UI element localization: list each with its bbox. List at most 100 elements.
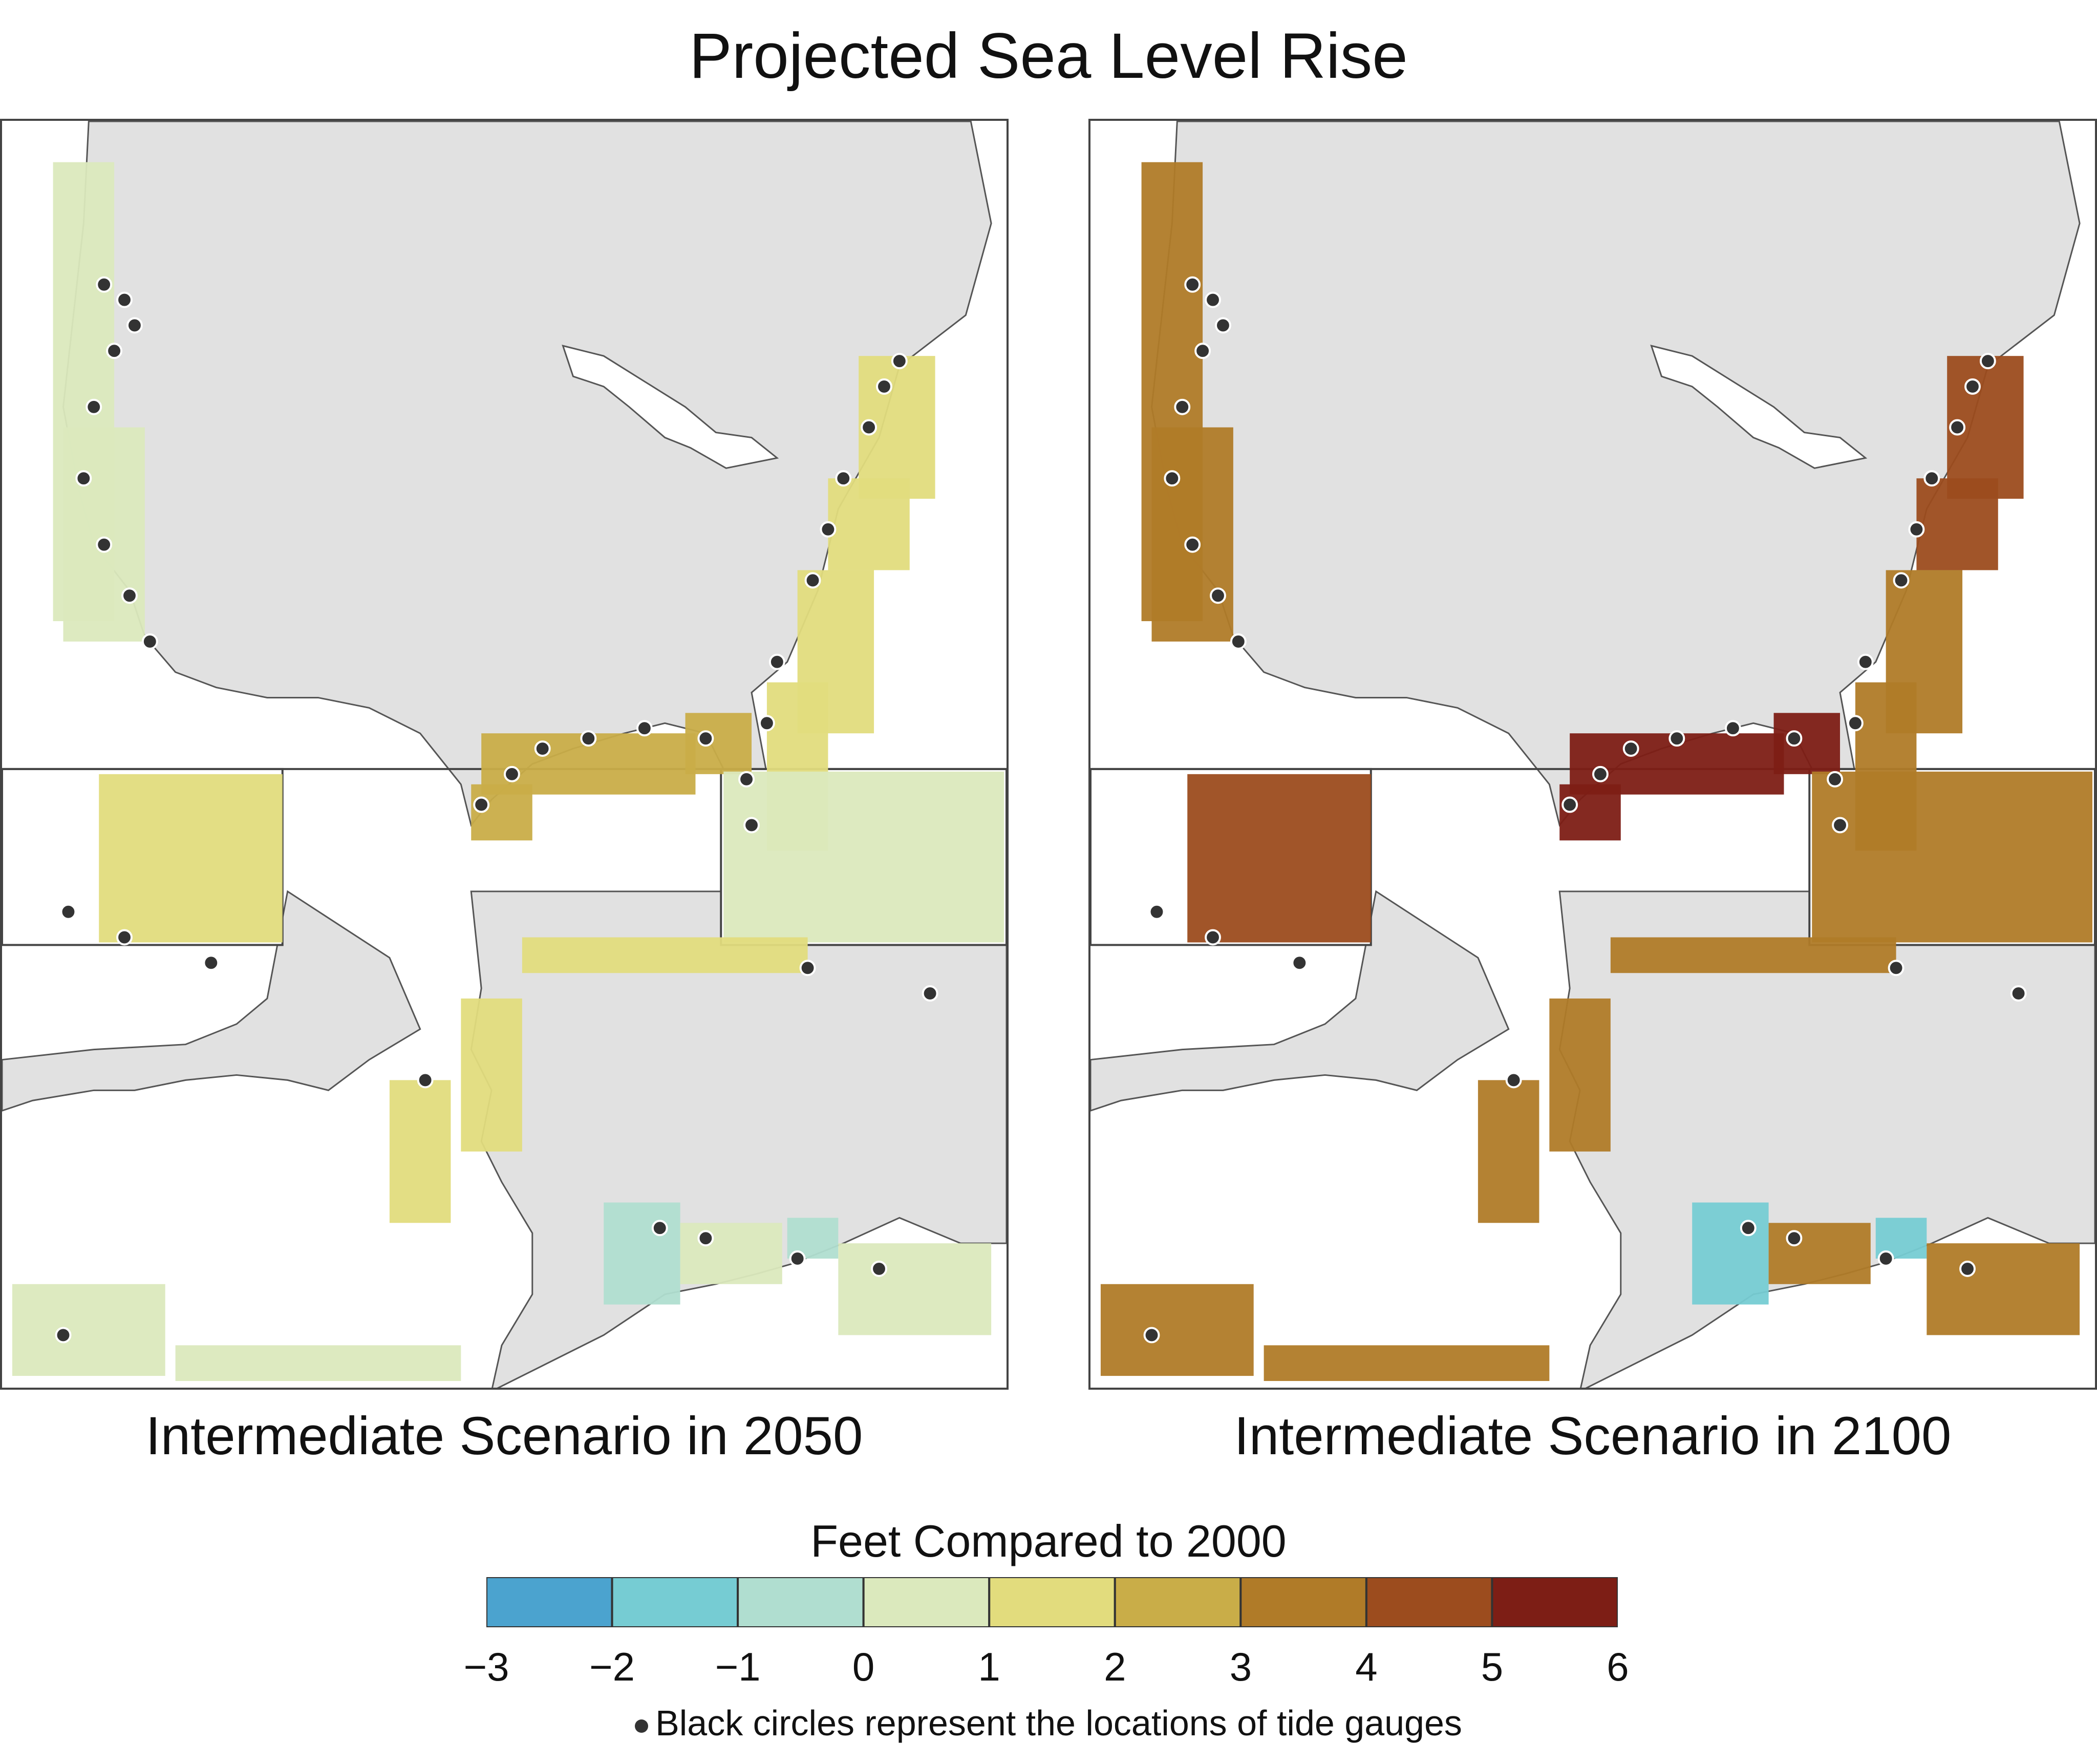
tide-gauge-marker <box>636 720 653 737</box>
sea-level-cell-aleutians <box>1768 1223 1871 1284</box>
tide-gauge-marker <box>473 796 490 813</box>
sea-level-cell-alaska-north <box>1610 937 1896 973</box>
tide-gauge-marker <box>1888 960 1905 976</box>
legend-swatches <box>485 1576 1619 1628</box>
tide-gauge-marker <box>60 903 77 920</box>
tide-gauge-marker <box>804 572 821 589</box>
legend-tick: −2 <box>589 1644 635 1689</box>
map-2050 <box>2 121 1007 1388</box>
tide-gauge-marker <box>789 1250 806 1267</box>
tide-gauge-marker <box>121 587 138 604</box>
legend-ticks: −3 −2 −1 0 1 2 3 4 5 6 <box>464 1641 1629 1692</box>
tide-gauge-marker <box>1148 903 1165 920</box>
tide-gauge-marker <box>417 1072 434 1089</box>
legend-swatch <box>1114 1576 1242 1628</box>
tide-gauge-marker <box>85 398 102 415</box>
tide-gauge-marker <box>1908 521 1925 538</box>
legend-tick: 3 <box>1229 1644 1252 1689</box>
sea-level-cell-alaska-north <box>1549 998 1611 1152</box>
tide-gauge-marker <box>55 1327 72 1344</box>
tide-gauge-marker <box>96 276 113 293</box>
tide-gauge-marker <box>1979 353 1996 370</box>
tide-gauge-marker <box>758 715 775 732</box>
tide-gauge-marker <box>1923 470 1940 487</box>
sea-level-cell-atlantic-northeast <box>1916 478 1998 570</box>
tide-gauge-marker <box>1668 730 1685 747</box>
tide-gauges-2050 <box>55 276 938 1344</box>
tide-gauge-marker <box>1893 572 1910 589</box>
tide-gauge-marker <box>141 633 158 650</box>
legend-tick: 4 <box>1355 1644 1378 1689</box>
legend-tick: 6 <box>1607 1644 1629 1689</box>
sea-level-cell-aleutians <box>838 1243 992 1335</box>
tide-gauge-marker <box>1724 720 1741 737</box>
legend-tick: 1 <box>978 1644 1000 1689</box>
tide-gauge-marker <box>116 929 133 946</box>
sea-level-cell-alaska-north <box>389 1080 451 1223</box>
map-panel-2050 <box>0 119 1009 1390</box>
tide-gauge-marker <box>106 343 123 359</box>
legend-tick: 5 <box>1481 1644 1504 1689</box>
sea-level-cell-hawaii <box>99 774 283 943</box>
caption-2100: Intermediate Scenario in 2100 <box>1234 1406 1952 1466</box>
sea-level-cell-aleutians <box>680 1223 782 1284</box>
tide-gauge-marker <box>504 766 520 782</box>
legend-swatch <box>1365 1576 1493 1628</box>
tide-gauge-marker <box>1184 276 1201 293</box>
caption-2050: Intermediate Scenario in 2050 <box>145 1406 863 1466</box>
tide-gauge-marker <box>738 771 755 788</box>
tide-gauge-marker <box>534 740 551 757</box>
russia-land <box>2 890 421 1112</box>
tide-gauge-marker <box>96 536 113 553</box>
tide-gauge-marker <box>1622 740 1639 757</box>
tide-gauge-marker <box>891 353 908 370</box>
legend-tick: −1 <box>715 1644 761 1689</box>
tide-gauge-marker <box>876 378 892 395</box>
tide-gauge-marker <box>820 521 837 538</box>
legend-tick: 2 <box>1104 1644 1126 1689</box>
tide-gauge-marker <box>1194 343 1211 359</box>
legend-swatch <box>862 1576 991 1628</box>
tide-gauge-marker <box>1205 929 1221 946</box>
tide-gauge-marker <box>1184 536 1201 553</box>
sea-level-cell-gulf <box>1773 713 1841 774</box>
tide-gauge-marker <box>861 419 878 436</box>
tide-gauge-marker <box>1827 771 1844 788</box>
sea-level-cell-alaska-north <box>461 998 522 1152</box>
tide-gauge-marker <box>1291 954 1308 971</box>
tide-gauge-marker <box>116 291 133 308</box>
tide-gauge-marker <box>1505 1072 1522 1089</box>
tide-gauge-marker <box>1561 796 1578 813</box>
tide-gauge-marker <box>1964 378 1981 395</box>
tide-gauge-marker <box>2010 985 2027 1002</box>
sea-level-cell-aleutians <box>12 1284 165 1376</box>
tide-gauge-marker <box>651 1220 668 1237</box>
tide-gauge-marker <box>1832 817 1848 834</box>
tide-gauge-marker <box>1786 1230 1803 1247</box>
legend-tick: −3 <box>463 1644 509 1689</box>
tide-gauge-marker <box>835 470 852 487</box>
tide-gauge-marker <box>1230 633 1247 650</box>
tide-gauge-marker <box>697 730 714 747</box>
legend-title: Feet Compared to 2000 <box>810 1516 1287 1566</box>
sea-level-cell-hawaii <box>1187 774 1371 943</box>
tide-gauge-marker <box>697 1230 714 1247</box>
sea-level-cell-alaska-north <box>1478 1080 1539 1223</box>
russia-land <box>1090 890 1510 1112</box>
tide-gauge-marker <box>1959 1260 1976 1277</box>
tide-gauge-marker <box>75 470 92 487</box>
sea-level-cell-puerto-rico <box>1812 771 2093 943</box>
tide-gauge-marker <box>1205 291 1221 308</box>
tide-gauge-marker <box>1143 1327 1160 1344</box>
legend-swatch <box>737 1576 865 1628</box>
legend-note: Black circles represent the locations of… <box>0 1700 2097 1746</box>
sea-level-cell-puerto-rico <box>723 771 1004 943</box>
tide-gauge-marker <box>743 817 760 834</box>
tide-gauge-marker <box>126 317 143 334</box>
tide-gauge-marker <box>1949 419 1966 436</box>
map-2100 <box>1090 121 2095 1388</box>
sea-level-cell-atlantic-northeast <box>828 478 910 570</box>
legend-tick: 0 <box>852 1644 875 1689</box>
legend-swatch <box>1491 1576 1619 1628</box>
sea-level-cell-gulf <box>685 713 752 774</box>
